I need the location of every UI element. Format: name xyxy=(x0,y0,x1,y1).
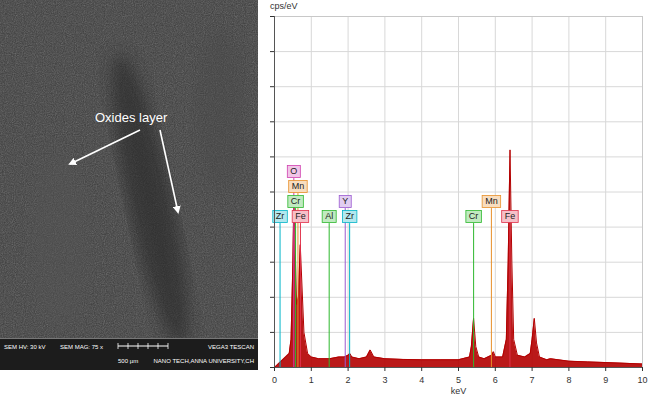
svg-text:SEM HV: 30 kV: SEM HV: 30 kV xyxy=(4,344,45,350)
svg-text:keV: keV xyxy=(451,386,467,396)
svg-text:VEGA3 TESCAN: VEGA3 TESCAN xyxy=(208,344,254,350)
svg-text:SEM MAG: 75 x: SEM MAG: 75 x xyxy=(60,344,103,350)
svg-text:Oxides layer: Oxides layer xyxy=(95,110,168,125)
svg-text:1: 1 xyxy=(309,375,314,385)
svg-text:10: 10 xyxy=(637,375,647,385)
svg-text:6: 6 xyxy=(493,375,498,385)
svg-text:3: 3 xyxy=(382,375,387,385)
svg-text:Cr: Cr xyxy=(291,196,301,206)
svg-text:NANO TECH,ANNA UNIVERSITY,CH: NANO TECH,ANNA UNIVERSITY,CH xyxy=(154,358,254,364)
svg-text:500 µm: 500 µm xyxy=(118,358,138,364)
svg-text:Fe: Fe xyxy=(295,211,306,221)
html-text:cps/eV: cps/eV xyxy=(270,1,298,11)
svg-text:2: 2 xyxy=(346,375,351,385)
svg-text:0: 0 xyxy=(272,375,277,385)
svg-text:Al: Al xyxy=(325,211,333,221)
svg-text:Mn: Mn xyxy=(292,181,305,191)
svg-text:Fe: Fe xyxy=(505,211,516,221)
svg-text:Cr: Cr xyxy=(469,211,479,221)
svg-text:7: 7 xyxy=(530,375,535,385)
svg-text:Zr: Zr xyxy=(276,211,285,221)
svg-text:4: 4 xyxy=(419,375,424,385)
svg-text:5: 5 xyxy=(456,375,461,385)
svg-text:Zr: Zr xyxy=(345,211,354,221)
svg-text:Y: Y xyxy=(342,196,348,206)
svg-text:O: O xyxy=(290,166,297,176)
svg-text:9: 9 xyxy=(603,375,608,385)
svg-text:8: 8 xyxy=(566,375,571,385)
svg-text:Mn: Mn xyxy=(485,196,498,206)
